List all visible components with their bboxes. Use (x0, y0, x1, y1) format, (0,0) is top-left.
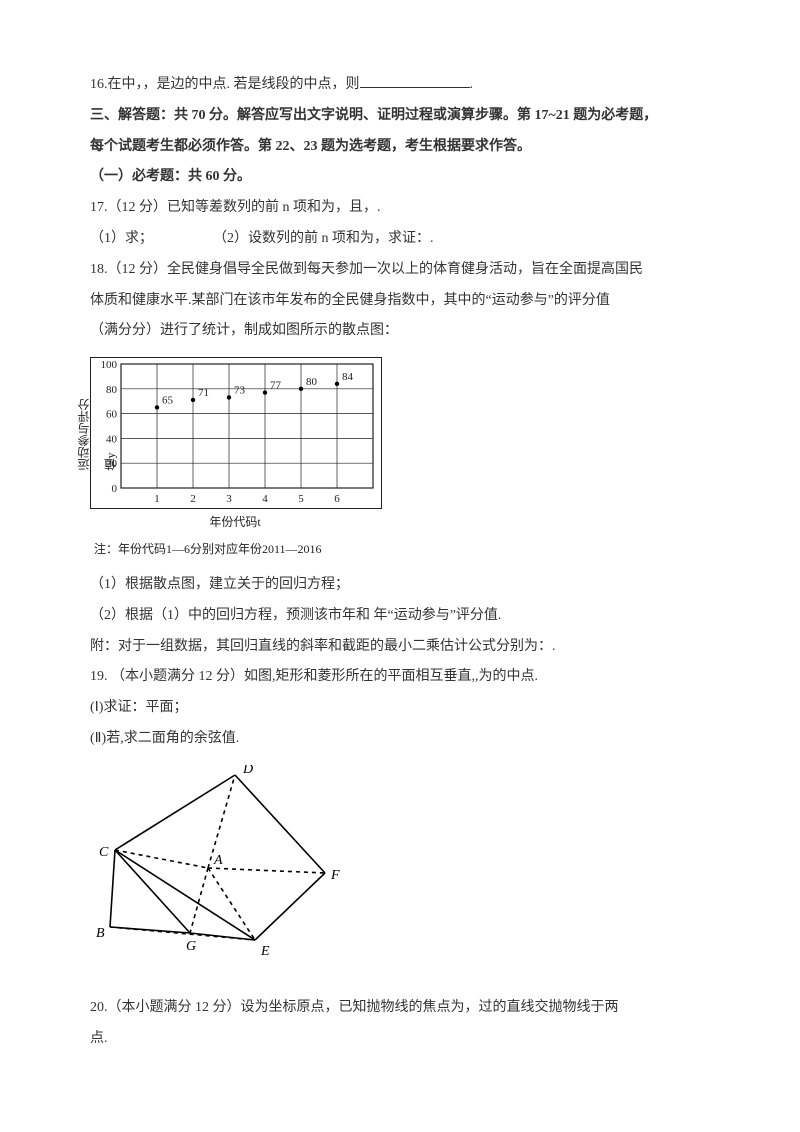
diagram-svg: D C A F B G E (90, 765, 340, 965)
svg-text:0: 0 (112, 483, 118, 495)
q17-2a: （1）求； (90, 231, 153, 246)
q18-p2: （2）根据（1）中的回归方程，预测该市年和 年“运动参与”评分值. (90, 601, 710, 632)
q20-line-2: 点. (90, 1024, 710, 1055)
scatter-svg: 020406080100123456657173778084 (91, 358, 381, 508)
q20-line-1: 20.（本小题满分 12 分）设为坐标原点，已知抛物线的焦点为，过的直线交抛物线… (90, 993, 710, 1024)
chart-xlabel: 年份代码t (90, 509, 380, 535)
svg-text:1: 1 (154, 493, 160, 505)
q16-prefix: 16.在中，，是边的中点. 若是线段的中点，则 (90, 77, 360, 92)
scatter-chart: 运动参与评分值y 020406080100123456657173778084 (90, 357, 382, 509)
svg-text:73: 73 (234, 385, 246, 397)
svg-text:3: 3 (226, 493, 232, 505)
q18-p3: 附：对于一组数据，其回归直线的斜率和截距的最小二乘估计公式分别为：. (90, 632, 710, 663)
q16-blank (360, 73, 470, 88)
geometry-diagram: D C A F B G E (90, 765, 340, 965)
svg-text:D: D (242, 765, 253, 777)
q18-line-1: 18.（12 分）全民健身倡导全民做到每天参加一次以上的体育健身活动，旨在全面提… (90, 255, 710, 286)
q19-p2: (Ⅱ)若,求二面角的余弦值. (90, 724, 710, 755)
q18-line-3: （满分分）进行了统计，制成如图所示的散点图： (90, 316, 710, 347)
q18-line-2: 体质和健康水平.某部门在该市年发布的全民健身指数中，其中的“运动参与”的评分值 (90, 286, 710, 317)
chart-note: 注：年份代码1—6分别对应年份2011—2016 (94, 536, 710, 562)
q16-line: 16.在中，，是边的中点. 若是线段的中点，则. (90, 70, 710, 101)
q18-p1: （1）根据散点图，建立关于的回归方程； (90, 570, 710, 601)
spacer (90, 975, 710, 993)
svg-text:6: 6 (334, 493, 340, 505)
svg-text:77: 77 (270, 380, 282, 392)
svg-text:F: F (330, 868, 340, 883)
section3-title-1: 三、解答题：共 70 分。解答应写出文字说明、证明过程或演算步骤。第 17~21… (90, 101, 710, 132)
svg-text:A: A (213, 853, 223, 868)
section3-title-2: 每个试题考生都必须作答。第 22、23 题为选考题，考生根据要求作答。 (90, 132, 710, 163)
svg-text:5: 5 (298, 493, 304, 505)
svg-text:G: G (186, 939, 196, 954)
svg-text:B: B (96, 926, 105, 941)
chart-ylabel: 运动参与评分值y (71, 396, 124, 471)
svg-text:65: 65 (162, 395, 174, 407)
svg-text:80: 80 (106, 384, 118, 396)
exam-page: 16.在中，，是边的中点. 若是线段的中点，则. 三、解答题：共 70 分。解答… (0, 0, 800, 1094)
svg-text:100: 100 (101, 359, 118, 371)
q17-2b: （2）设数列的前 n 项和为，求证：. (213, 231, 434, 246)
svg-text:C: C (99, 845, 109, 860)
svg-text:4: 4 (262, 493, 268, 505)
q17-line-1: 17.（12 分）已知等差数列的前 n 项和为，且，. (90, 193, 710, 224)
q16-suffix: . (470, 77, 474, 92)
svg-text:71: 71 (198, 387, 209, 399)
q19-line-1: 19. （本小题满分 12 分）如图,矩形和菱形所在的平面相互垂直,,为的中点. (90, 662, 710, 693)
q19-p1: (Ⅰ)求证：平面； (90, 693, 710, 724)
svg-text:80: 80 (306, 376, 318, 388)
section3-sub: （一）必考题：共 60 分。 (90, 162, 710, 193)
svg-text:2: 2 (190, 493, 196, 505)
svg-text:84: 84 (342, 371, 354, 383)
q17-line-2: （1）求； （2）设数列的前 n 项和为，求证：. (90, 224, 710, 255)
svg-text:E: E (260, 944, 270, 959)
scatter-figure: 运动参与评分值y 020406080100123456657173778084 … (90, 357, 710, 562)
